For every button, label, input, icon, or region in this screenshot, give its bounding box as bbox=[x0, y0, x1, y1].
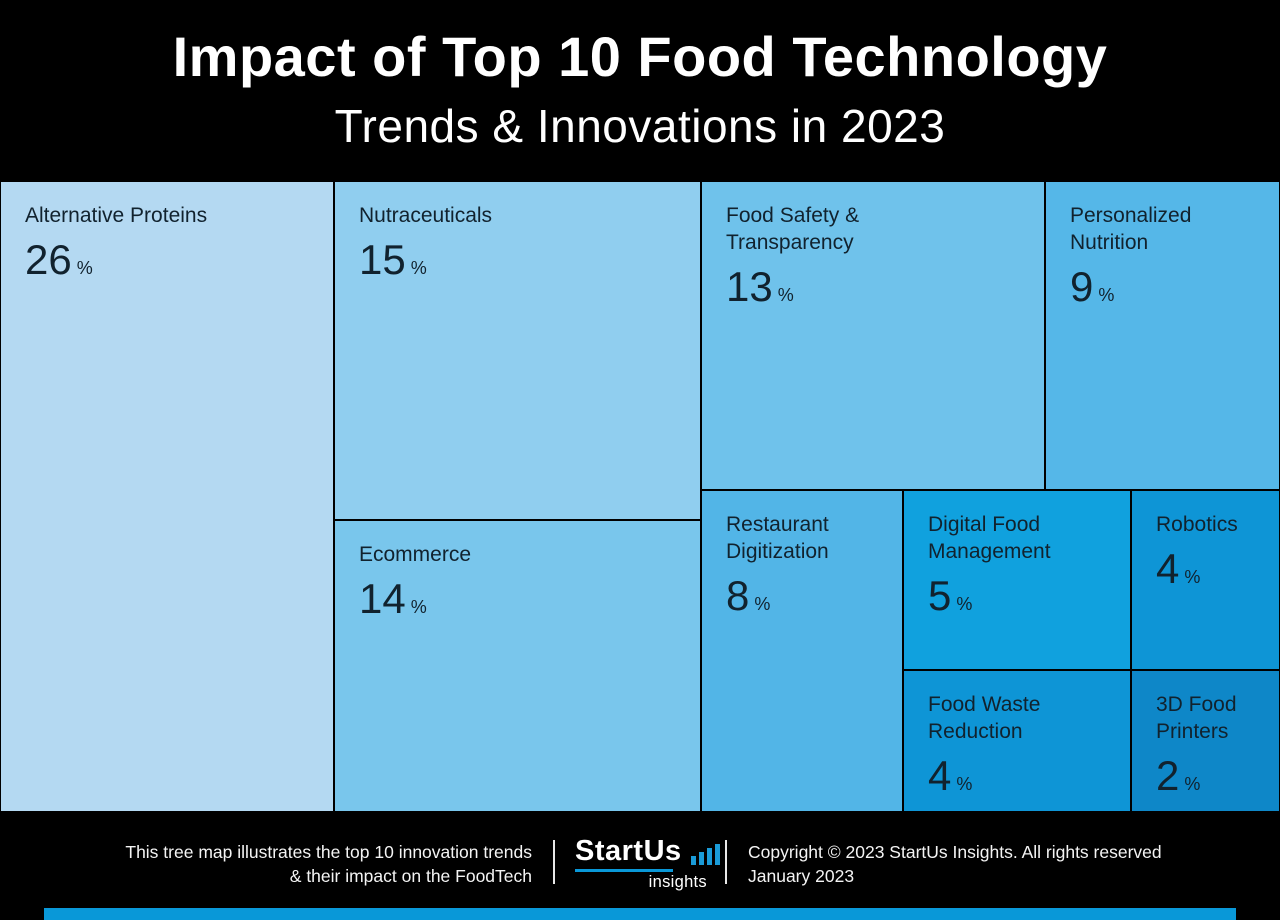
cell-value: 15% bbox=[359, 236, 427, 283]
treemap-cell-alternative-proteins: Alternative Proteins 26% bbox=[0, 181, 334, 812]
treemap-chart: Alternative Proteins 26% Nutraceuticals … bbox=[0, 181, 1280, 812]
logo-underline bbox=[575, 869, 673, 872]
treemap-cell-digital-food-management: Digital Food Management 5% bbox=[903, 490, 1131, 670]
copyright-notice: Copyright © 2023 StartUs Insights. All r… bbox=[748, 840, 1248, 888]
cell-label: Robotics bbox=[1156, 513, 1238, 536]
cell-label: Ecommerce bbox=[359, 543, 472, 566]
logo-wordmark: StartUs bbox=[575, 835, 682, 867]
cell-label: Food Waste Reduction bbox=[928, 693, 1041, 743]
cell-label: Restaurant Digitization bbox=[726, 513, 829, 563]
footer-caption-line1: This tree map illustrates the top 10 inn… bbox=[125, 842, 532, 862]
cell-label: 3D Food Printers bbox=[1156, 693, 1237, 743]
cell-label: Alternative Proteins bbox=[25, 204, 208, 227]
footer-divider-left bbox=[553, 840, 555, 884]
footer-caption: This tree map illustrates the top 10 inn… bbox=[40, 840, 532, 888]
cell-value: 26% bbox=[25, 236, 93, 283]
cell-value: 9% bbox=[1070, 263, 1115, 310]
cell-value: 4% bbox=[928, 752, 973, 799]
treemap-cell-personalized-nutrition: Personalized Nutrition 9% bbox=[1045, 181, 1280, 490]
cell-value: 14% bbox=[359, 575, 427, 622]
treemap-cell-robotics: Robotics 4% bbox=[1131, 490, 1280, 670]
cell-value: 2% bbox=[1156, 752, 1201, 799]
cell-label: Nutraceuticals bbox=[359, 204, 493, 227]
treemap-cell-food-waste-reduction: Food Waste Reduction 4% bbox=[903, 670, 1131, 812]
copyright-line1: Copyright © 2023 StartUs Insights. All r… bbox=[748, 842, 1162, 862]
footer-divider-right bbox=[725, 840, 727, 884]
cell-value: 5% bbox=[928, 572, 973, 619]
cell-label: Personalized Nutrition bbox=[1070, 204, 1192, 254]
cell-value: 8% bbox=[726, 572, 771, 619]
copyright-line2: January 2023 bbox=[748, 866, 855, 886]
startus-insights-logo: StartUs insights bbox=[575, 835, 720, 892]
bar-chart-icon bbox=[688, 844, 720, 865]
footer-caption-line2: & their impact on the FoodTech bbox=[289, 866, 532, 886]
logo-subtext: insights bbox=[648, 873, 707, 891]
page-title-line2: Trends & Innovations in 2023 bbox=[334, 100, 946, 152]
treemap-cell-ecommerce: Ecommerce 14% bbox=[334, 520, 701, 812]
treemap-cell-nutraceuticals: Nutraceuticals 15% bbox=[334, 181, 701, 520]
footer-accent-bar bbox=[44, 908, 1236, 920]
cell-value: 4% bbox=[1156, 545, 1201, 592]
cell-label: Food Safety & Transparency bbox=[726, 204, 860, 254]
page-title-line1: Impact of Top 10 Food Technology bbox=[172, 25, 1108, 88]
treemap-cell-restaurant-digitization: Restaurant Digitization 8% bbox=[701, 490, 903, 812]
cell-label: Digital Food Management bbox=[928, 513, 1051, 563]
cell-value: 13% bbox=[726, 263, 794, 310]
treemap-cell-food-safety-transparency: Food Safety & Transparency 13% bbox=[701, 181, 1045, 490]
treemap-cell-3d-food-printers: 3D Food Printers 2% bbox=[1131, 670, 1280, 812]
